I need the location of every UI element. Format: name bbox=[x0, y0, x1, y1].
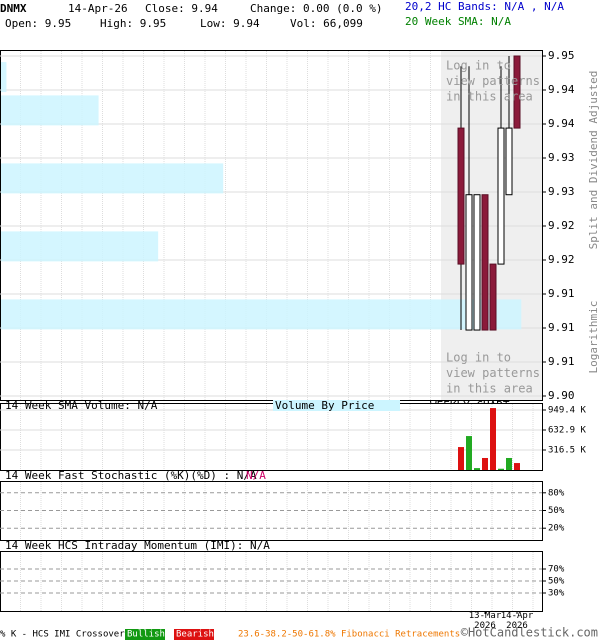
volume-by-price-bar bbox=[1, 163, 224, 194]
pattern-note: Log in to bbox=[446, 351, 511, 365]
y-tick-label: 9.91 bbox=[548, 355, 575, 368]
panel-frame bbox=[0, 551, 543, 612]
symbol: DNMX bbox=[0, 2, 27, 15]
candle-body bbox=[473, 194, 481, 331]
high: High: 9.95 bbox=[100, 17, 166, 30]
volume: Vol: 66,099 bbox=[290, 17, 363, 30]
volume-by-price-bar bbox=[1, 299, 522, 330]
vbp-label: Volume By Price bbox=[275, 399, 374, 412]
side-label: Logarithmic bbox=[587, 301, 600, 374]
y-tick-label: 50% bbox=[548, 506, 565, 516]
change: Change: 0.00 (0.0 %) bbox=[250, 2, 382, 15]
pattern-note: in this area bbox=[446, 90, 533, 104]
pattern-note: in this area bbox=[446, 382, 533, 396]
candle-body bbox=[505, 127, 513, 196]
y-tick-label: 9.93 bbox=[548, 185, 575, 198]
y-tick-label: 9.93 bbox=[548, 151, 575, 164]
y-tick-label: 9.94 bbox=[548, 83, 575, 96]
footer-legend: % K - HCS IMI Crossover, bbox=[0, 630, 130, 640]
sma: 20 Week SMA: N/A bbox=[405, 15, 511, 28]
y-tick-label: 20% bbox=[548, 524, 565, 534]
volume-bar bbox=[506, 457, 512, 470]
panel-extra: N/A bbox=[246, 469, 266, 482]
candle-body bbox=[481, 194, 489, 331]
copyright: ©HotCandlestick.com bbox=[461, 626, 598, 640]
candle-body bbox=[457, 127, 465, 265]
volume-bar bbox=[474, 468, 480, 470]
volume-bar bbox=[514, 463, 520, 470]
volume-by-price-bar bbox=[1, 95, 99, 126]
volume-bar bbox=[490, 408, 496, 470]
bands: 20,2 HC Bands: N/A , N/A bbox=[405, 0, 564, 13]
y-tick-label: 80% bbox=[548, 488, 565, 498]
x-tick-label: 14-Apr 2026 bbox=[500, 611, 534, 631]
panel-title: 14 Week HCS Intraday Momentum (IMI): N/A bbox=[5, 539, 270, 552]
open: Open: 9.95 bbox=[5, 17, 71, 30]
candle-body bbox=[513, 55, 521, 129]
candle-body bbox=[465, 194, 473, 331]
candle-body bbox=[489, 263, 497, 331]
side-label: Split and Dividend Adjusted bbox=[587, 71, 600, 250]
y-tick-label: 949.4 K bbox=[548, 405, 587, 415]
bearish: Bearish bbox=[176, 630, 214, 640]
volume-bar bbox=[482, 457, 488, 470]
bullish-bg bbox=[125, 629, 165, 640]
y-tick-label: 9.92 bbox=[548, 219, 575, 232]
fibonacci: 23.6-38.2-50-61.8% Fibonacci Retracement… bbox=[238, 630, 460, 640]
y-tick-label: 70% bbox=[548, 565, 565, 575]
close: Close: 9.94 bbox=[145, 2, 218, 15]
pattern-note: view patterns bbox=[446, 74, 540, 88]
y-tick-label: 632.9 K bbox=[548, 425, 587, 435]
pattern-note: view patterns bbox=[446, 366, 540, 380]
x-tick-label: 13-Mar 2026 bbox=[468, 611, 502, 631]
y-tick-label: 9.91 bbox=[548, 287, 575, 300]
panel-title: 14 Week Fast Stochastic (%K)(%D) : N/A bbox=[5, 469, 257, 482]
y-tick-label: 9.94 bbox=[548, 117, 575, 130]
y-tick-label: 9.95 bbox=[548, 49, 575, 62]
date: 14-Apr-26 bbox=[68, 2, 128, 15]
low: Low: 9.94 bbox=[200, 17, 260, 30]
y-tick-label: 9.90 bbox=[548, 389, 575, 402]
bearish-bg bbox=[174, 629, 214, 640]
volume-bar bbox=[458, 447, 464, 470]
y-tick-label: 9.92 bbox=[548, 253, 575, 266]
panel-title: 14 Week SMA Volume: N/A bbox=[5, 399, 158, 412]
y-tick-label: 50% bbox=[548, 577, 565, 587]
bullish: Bullish bbox=[127, 630, 165, 640]
y-tick-label: 316.5 K bbox=[548, 445, 587, 455]
panel-frame bbox=[0, 403, 543, 471]
volume-bar bbox=[498, 468, 504, 470]
volume-by-price-bar bbox=[1, 62, 7, 93]
volume-bar bbox=[466, 436, 472, 470]
vbp-label-bg bbox=[273, 400, 400, 411]
y-tick-label: 9.91 bbox=[548, 321, 575, 334]
pattern-note: Log in to bbox=[446, 59, 511, 73]
y-tick-label: 30% bbox=[548, 589, 565, 599]
candle-body bbox=[497, 127, 505, 265]
panel-frame bbox=[0, 481, 543, 541]
volume-by-price-bar bbox=[1, 231, 159, 262]
